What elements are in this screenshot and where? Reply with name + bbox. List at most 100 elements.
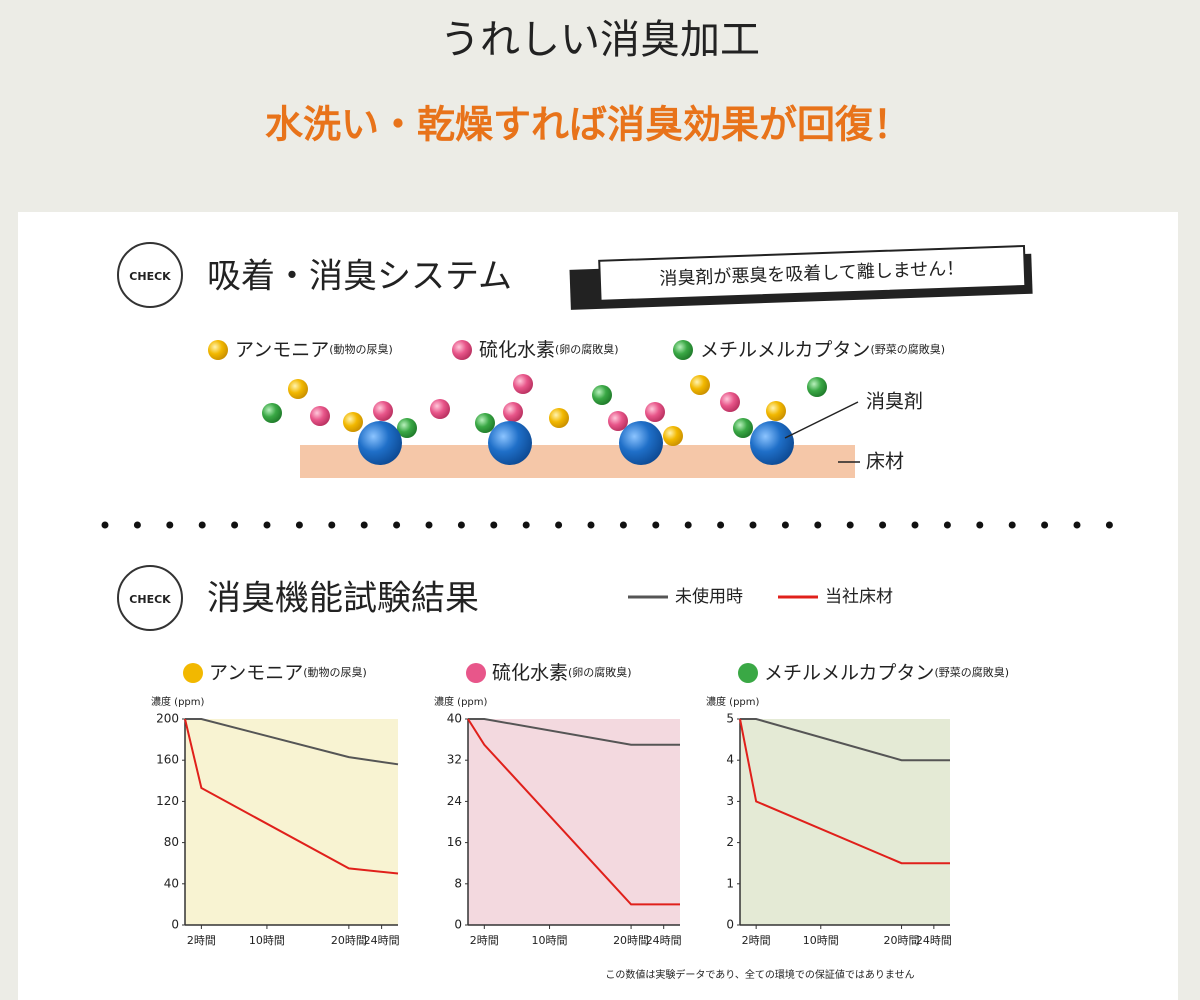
footnote: この数値は実験データであり、全ての環境での保証値ではありません [605,968,914,981]
legend-label: 当社床材 [825,587,893,607]
divider-dot [587,521,595,529]
plot-area [185,719,398,925]
x-tick-label: 20時間 [331,934,367,947]
ball [766,401,786,421]
gas-note: (動物の尿臭) [329,342,393,356]
divider-dot [328,521,336,529]
divider-dot [814,521,822,529]
divider-dot [295,521,303,529]
gas-legend: 硫化水素(卵の腐敗臭) [479,339,619,361]
y-tick-label: 0 [454,918,462,932]
x-tick-label: 10時間 [532,934,568,947]
x-tick-label: 20時間 [884,934,920,947]
divider-dot [652,521,660,529]
divider-dot [781,521,789,529]
divider-dot [684,521,692,529]
x-tick-label: 24時間 [916,934,952,947]
deodorant [358,421,402,465]
divider-dot [1008,521,1016,529]
molecules [262,374,827,465]
x-tick-label: 24時間 [364,934,400,947]
chart-title-main: アンモニア [209,662,303,684]
header-subtitle: 水洗い・乾燥すれば消臭効果が回復！ [265,103,911,147]
y-tick-label: 2 [726,835,734,849]
series-line [467,718,680,906]
badge: CHECK [129,593,171,606]
ball [592,385,612,405]
x-tick-label: 10時間 [249,934,285,947]
plot-area [740,719,950,925]
x-tick-label: 24時間 [646,934,682,947]
badge: CHECK [129,270,171,283]
divider-dot [1105,521,1113,529]
series-line [739,718,950,865]
divider-dot [522,521,530,529]
deodorant [750,421,794,465]
ball [733,418,753,438]
y-axis-label: 濃度 (ppm) [434,695,488,708]
series-line [740,718,950,762]
divider-dot [393,521,401,529]
divider-dot [976,521,984,529]
y-tick-label: 4 [726,753,734,767]
y-tick-label: 16 [447,835,462,849]
y-axis-label: 濃度 (ppm) [151,695,205,708]
title-dot [183,663,203,683]
divider-dot [231,521,239,529]
chart-title: 硫化水素(卵の腐敗臭) [492,662,632,684]
divider-dot [425,521,433,529]
divider-dot [1073,521,1081,529]
chart-title-main: メチルメルカプタン [764,662,934,684]
divider-dot [1041,521,1049,529]
deodorant-label: 消臭剤 [866,391,923,413]
chart-subtitle: (卵の腐敗臭) [568,665,632,679]
divider-dot [101,521,109,529]
x-tick-label: 2時間 [742,934,771,947]
title-dot [466,663,486,683]
legend-dot [673,340,693,360]
x-tick-label: 2時間 [470,934,499,947]
banner-box [598,244,1027,302]
gas-legend: メチルメルカプタン(野菜の腐敗臭) [700,339,945,361]
divider-dot [263,521,271,529]
divider-dot [166,521,174,529]
section-title: 吸着・消臭システム [207,257,512,297]
ball [288,379,308,399]
divider-dot [911,521,919,529]
divider-dot [457,521,465,529]
y-tick-label: 0 [171,918,179,932]
ball [720,392,740,412]
series-line [184,718,399,875]
y-tick-label: 3 [726,794,734,808]
y-tick-label: 80 [164,835,179,849]
divider-dot [555,521,563,529]
y-tick-label: 160 [156,753,179,767]
banner: 消臭剤が悪臭を吸着して離しません！ [569,244,1033,310]
y-tick-label: 0 [726,918,734,932]
ball [343,412,363,432]
chart-subtitle: (動物の尿臭) [303,665,367,679]
gas-name: メチルメルカプタン [700,339,870,361]
x-tick-label: 2時間 [187,934,216,947]
legend-dot [452,340,472,360]
divider-dot [879,521,887,529]
ball [310,406,330,426]
x-tick-label: 10時間 [803,934,839,947]
floor-label: 床材 [866,451,904,473]
divider-dot [943,521,951,529]
ball [430,399,450,419]
y-tick-label: 32 [447,753,462,767]
ball [373,401,393,421]
divider [101,521,1113,529]
chart-title: アンモニア(動物の尿臭) [209,662,367,684]
y-tick-label: 5 [726,712,734,726]
ball [549,408,569,428]
series-line [185,718,399,766]
y-tick-label: 24 [447,794,462,808]
divider-dot [619,521,627,529]
badge-circle [117,565,183,631]
legend-dot [208,340,228,360]
ball [262,403,282,423]
gas-note: (野菜の腐敗臭) [870,342,945,356]
